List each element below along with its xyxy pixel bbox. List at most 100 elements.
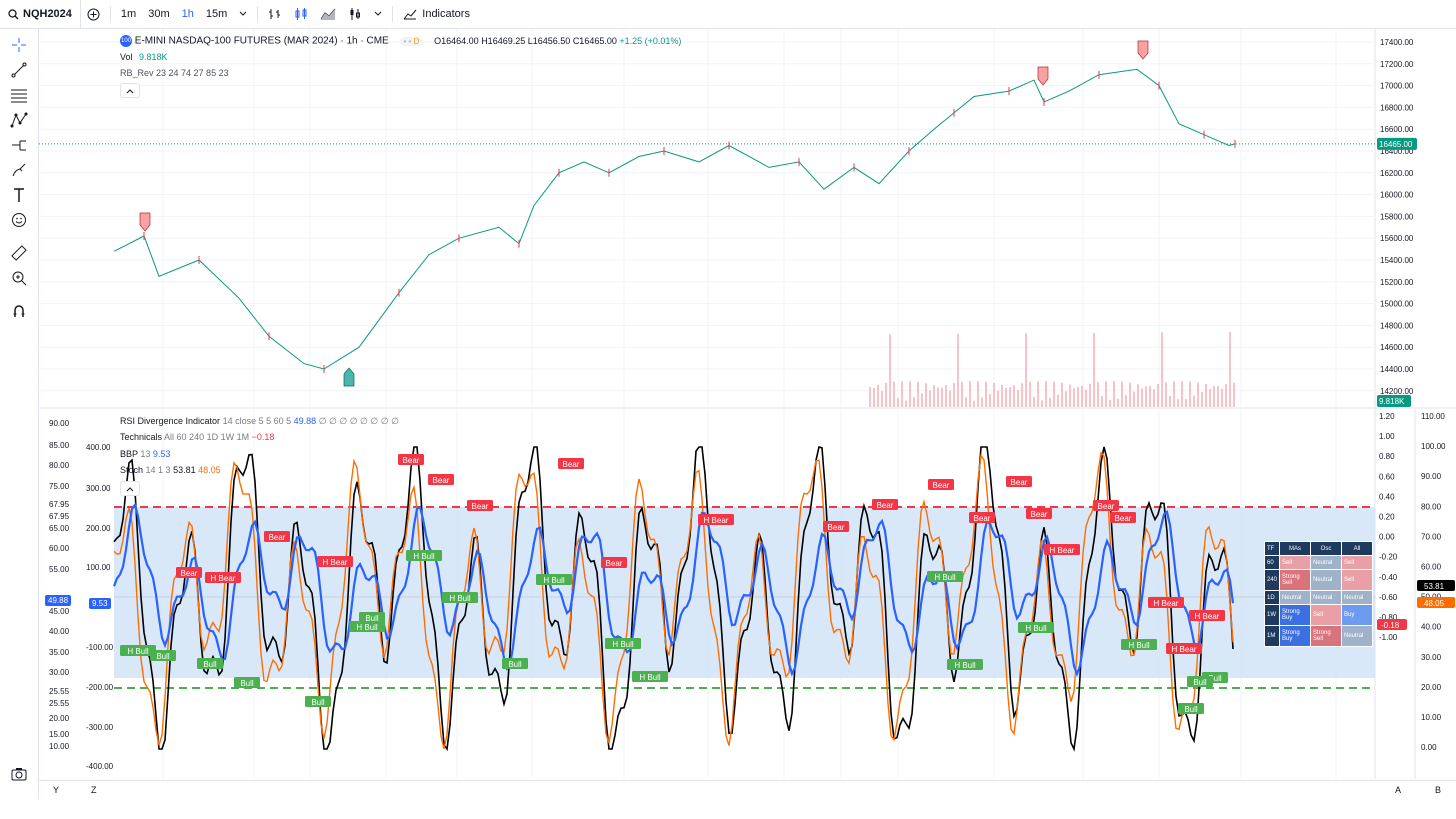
emoji-tool[interactable] [9, 210, 29, 230]
price-tag-bg [1377, 137, 1417, 150]
pattern-tool[interactable] [9, 110, 29, 130]
hidden-bull-label: H Bull [1025, 624, 1047, 633]
bbp-tick: 100.00 [86, 563, 111, 572]
volume-bar [945, 384, 947, 407]
tech-tick: -0.20 [1379, 553, 1398, 562]
bull-label: Bull [240, 679, 254, 688]
volume-bar [973, 400, 975, 407]
zoom-tool[interactable] [9, 268, 29, 288]
rsi-left-tick: 60.00 [49, 544, 70, 553]
row-all: Neutral [1341, 590, 1374, 605]
hidden-bear-label: H Bear [1172, 645, 1197, 654]
bear-label-bg [872, 499, 898, 510]
rb-rev-legend[interactable]: RB_Rev 23 24 74 27 85 23 [120, 68, 229, 78]
chart-type-dropdown[interactable] [368, 0, 388, 28]
crosshair-tool[interactable] [9, 35, 29, 55]
tech-tick: -0.80 [1379, 613, 1398, 622]
bars-chart-type-button[interactable] [262, 0, 288, 28]
bbp-legend[interactable]: BBP 13 9.53 [120, 449, 170, 459]
trendline-icon [11, 62, 27, 78]
bear-label: Bear [433, 476, 450, 485]
brush-tool[interactable] [9, 160, 29, 180]
rsi-right-tick: 30.00 [1421, 653, 1442, 662]
indicators-button[interactable]: Indicators [397, 0, 476, 28]
tech-tick: 0.60 [1379, 472, 1395, 481]
symbol-search[interactable]: NQH2024 [0, 0, 81, 28]
row-osc: Strong Sell [1310, 625, 1343, 647]
header-osc: Osc [1310, 541, 1343, 556]
z-scale-button[interactable]: Z [91, 785, 97, 795]
candles-chart-type-button[interactable] [288, 0, 314, 28]
prediction-tool[interactable] [9, 135, 29, 155]
screenshot-tool[interactable] [9, 764, 29, 784]
bull-label: Bull [156, 652, 170, 661]
bear-label-bg [928, 479, 954, 490]
chart-type-more-button[interactable] [342, 0, 368, 28]
bear-label: Bear [1115, 514, 1132, 523]
stoch-legend[interactable]: Stoch 14 1 3 53.81 48.05 [120, 465, 221, 475]
row-tf: 240 [1263, 569, 1281, 591]
interval-1h[interactable]: 1h [181, 8, 194, 20]
hidden-bull-label: H Bull [612, 640, 634, 649]
collapse-legend-button[interactable] [120, 83, 140, 98]
interval-15m[interactable]: 15m [205, 8, 228, 20]
volume-legend[interactable]: Vol 9.818K [120, 52, 168, 62]
volume-bar [913, 396, 915, 407]
volume-bar [961, 381, 963, 407]
divider [257, 6, 259, 22]
tech-tick: 0.80 [1379, 452, 1395, 461]
interval-dropdown[interactable] [233, 0, 253, 28]
hidden-bull-label-bg [349, 621, 385, 632]
text-tool[interactable] [9, 185, 29, 205]
volume-tag-bg [1377, 395, 1411, 407]
fib-tool[interactable] [9, 85, 29, 105]
zoom-in-icon [12, 271, 27, 286]
rsi-right-tick: 60.00 [1421, 563, 1442, 572]
bull-label-bg [234, 677, 260, 688]
rsi-left-tick: 45.00 [49, 607, 70, 616]
exchange-logo: 100 [120, 35, 132, 47]
row-tf: 60 [1263, 555, 1281, 570]
add-symbol-button[interactable] [81, 0, 106, 28]
ohlc-open: O16464.00 [434, 35, 479, 46]
bear-label-bg [467, 500, 493, 511]
magnet-tool[interactable] [9, 301, 29, 321]
bear-label: Bear [403, 456, 420, 465]
rsi-left-tick: 40.00 [49, 627, 70, 636]
auto-scale-button[interactable]: A [1395, 785, 1402, 795]
symbol-label: NQH2024 [23, 8, 72, 20]
technicals-legend[interactable]: Technicals All 60 240 1D 1W 1M −0.18 [120, 432, 274, 442]
volume-bar [1233, 382, 1235, 407]
bull-label: Bull [1193, 678, 1207, 687]
main-legend: 100 E-MINI NASDAQ-100 FUTURES (MAR 2024)… [120, 35, 681, 47]
trendline-tool[interactable] [9, 60, 29, 80]
bbp-params: 13 [140, 449, 151, 459]
volume-bar [1097, 382, 1099, 407]
collapse-lower-legend-button[interactable] [120, 481, 140, 496]
ha-icon [350, 8, 361, 20]
volume-bar [1001, 384, 1003, 407]
volume-bar [881, 391, 883, 407]
volume-bar [1193, 395, 1195, 407]
measure-tool[interactable] [9, 243, 29, 263]
bear-label: Bear [877, 501, 894, 510]
market-status-badge[interactable]: • • D [399, 36, 424, 46]
stoch-d-line [113, 451, 1234, 750]
technicals-params: All 60 240 1D 1W 1M [164, 432, 250, 442]
volume-bar [977, 381, 979, 407]
buy-signal-marker [343, 367, 355, 387]
bbp-tick: 9.53 [92, 599, 108, 608]
rsi-left-tick: 75.00 [49, 482, 70, 491]
chart-canvas[interactable]: 17400.00 17200.00 17000.00 16800.00 16600.00… [39, 29, 1456, 780]
volume-bar [877, 384, 879, 407]
area-chart-type-button[interactable] [314, 0, 342, 28]
volume-bar [1057, 394, 1059, 407]
rsi-div-legend[interactable]: RSI Divergence Indicator 14 close 5 5 60… [120, 416, 399, 427]
interval-1m[interactable]: 1m [120, 8, 137, 20]
ohlc-close: C16465.00 [572, 35, 617, 46]
b-scale-button[interactable]: B [1435, 785, 1442, 795]
interval-30m[interactable]: 30m [148, 8, 170, 20]
stoch-d-value: 48.05 [198, 465, 221, 475]
y-scale-button[interactable]: Y [53, 785, 60, 795]
bear-label-bg [969, 512, 995, 523]
